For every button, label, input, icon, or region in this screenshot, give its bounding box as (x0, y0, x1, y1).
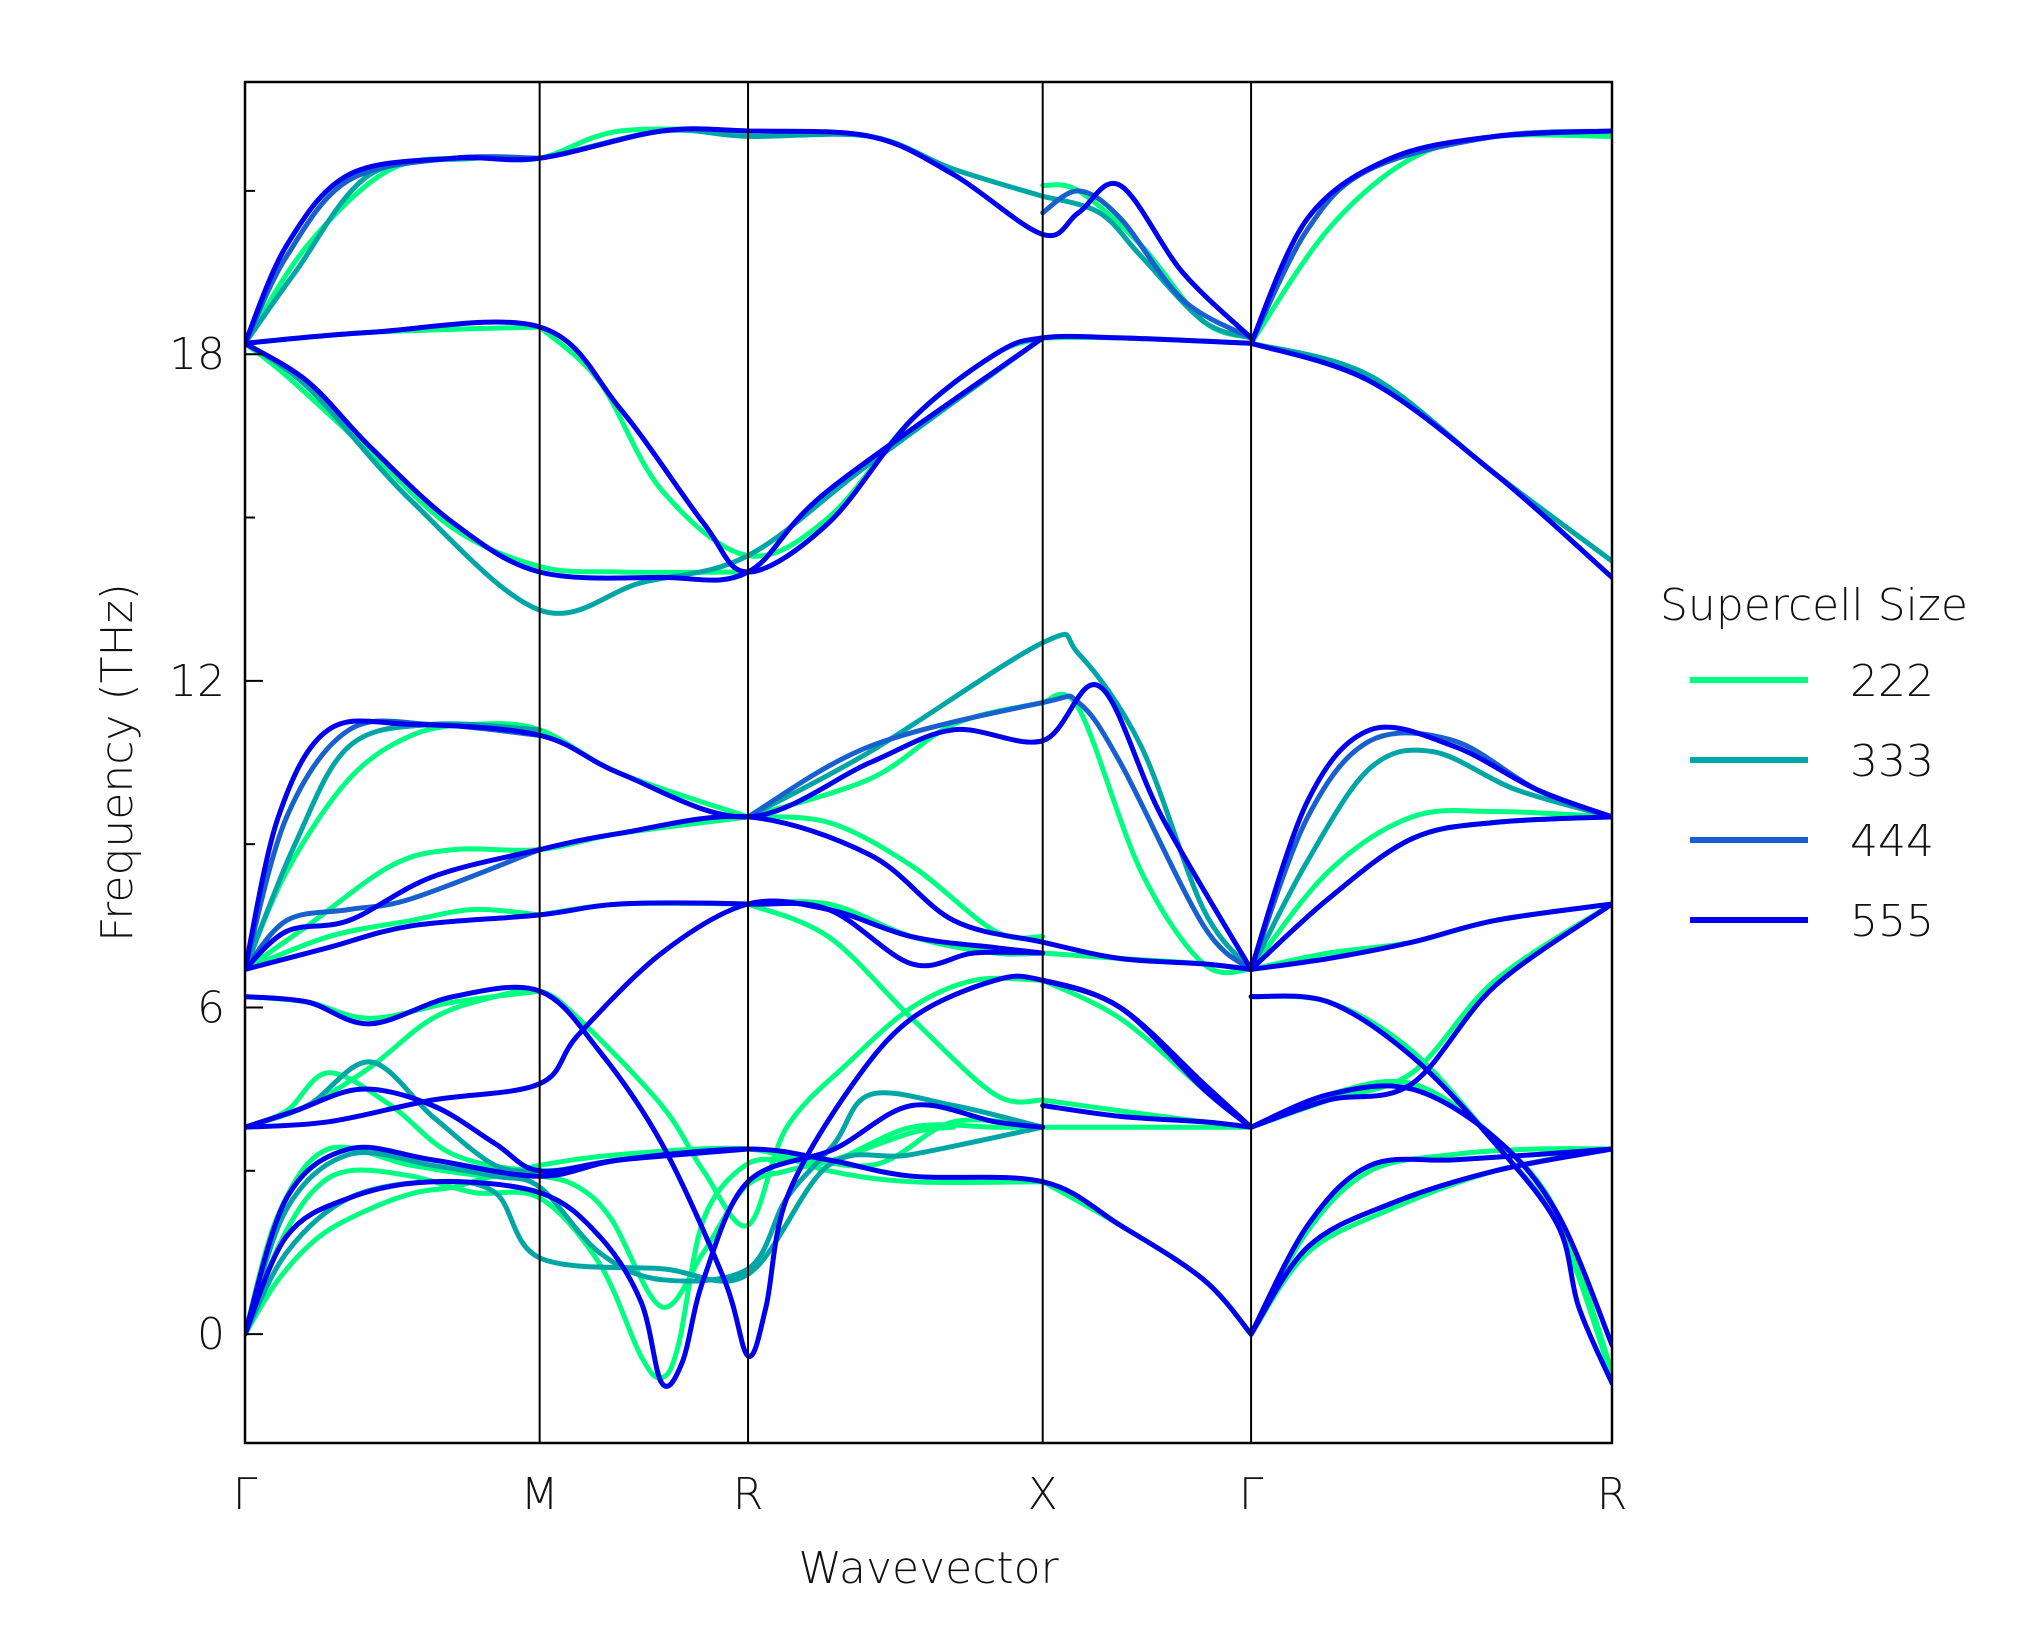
band-line-555 (1248, 1083, 1612, 1348)
band-line-444 (245, 847, 543, 972)
band-line-222 (1248, 807, 1612, 972)
y-tick-label: 18 (169, 329, 225, 380)
band-line-222 (245, 975, 1046, 1229)
x-tick-label: X (1028, 1469, 1058, 1520)
band-line-333 (245, 335, 1046, 616)
band-line-555 (1248, 1146, 1612, 1337)
series-555 (245, 126, 1612, 1389)
legend-label: 444 (1850, 816, 1934, 867)
band-line-222 (1040, 691, 1254, 976)
y-axis-title: Frequency (THz) (92, 583, 143, 942)
band-line-555 (245, 900, 1046, 972)
band-line-555 (1040, 977, 1254, 1130)
band-line-444 (745, 693, 1254, 972)
axes-layer: Γ M R X Γ R 0 6 12 18 (169, 82, 1627, 1520)
bands-layer (245, 126, 1612, 1389)
band-line-222 (245, 1122, 1046, 1381)
x-tick-label: M (521, 1469, 559, 1520)
band-line-222 (1040, 1179, 1254, 1337)
legend-title: Supercell Size (1660, 580, 1968, 631)
band-line-222 (1248, 814, 1612, 972)
band-line-222 (245, 1144, 1046, 1337)
band-line-222 (245, 906, 543, 972)
y-tick-label: 0 (197, 1309, 225, 1360)
band-line-555 (1248, 993, 1612, 1386)
band-line-222 (1248, 1146, 1612, 1337)
band-line-555 (245, 1102, 1046, 1389)
x-tick-label: R (733, 1469, 764, 1520)
x-tick-label: Γ (233, 1469, 258, 1520)
band-line-555 (1248, 1146, 1612, 1337)
band-line-444 (245, 154, 543, 346)
band-line-333 (245, 1090, 1046, 1337)
band-line-222 (245, 340, 751, 575)
band-line-222 (1248, 132, 1612, 346)
band-line-555 (245, 1086, 751, 1174)
x-axis-title: Wavevector (798, 1543, 1059, 1594)
band-line-222 (745, 700, 1046, 820)
band-line-222 (1248, 1146, 1612, 1337)
band-line-333 (745, 631, 1254, 972)
legend: Supercell Size 222 333 444 555 (1660, 580, 1968, 947)
x-tick-label: Γ (1239, 1469, 1264, 1520)
legend-label: 555 (1850, 896, 1934, 947)
band-line-333 (245, 1124, 1046, 1337)
band-line-555 (1248, 814, 1612, 972)
band-line-555 (245, 898, 1046, 1130)
band-line-222 (245, 988, 543, 1021)
band-line-555 (1248, 901, 1612, 972)
band-line-333 (245, 127, 1046, 346)
plot-frame (243, 80, 1614, 1445)
band-line-444 (1248, 128, 1612, 346)
legend-label: 333 (1850, 736, 1934, 787)
band-line-555 (1248, 128, 1612, 346)
band-line-555 (1040, 1103, 1254, 1130)
series-222 (245, 126, 1612, 1381)
y-tick-label: 6 (197, 982, 225, 1033)
band-line-555 (1248, 340, 1612, 580)
band-line-333 (1248, 747, 1612, 972)
band-line-555 (1248, 901, 1612, 1130)
band-line-555 (1248, 724, 1612, 972)
band-line-555 (245, 335, 1046, 583)
x-tick-label: R (1597, 1469, 1628, 1520)
y-tick-label: 12 (169, 656, 225, 707)
band-line-444 (1040, 188, 1254, 341)
legend-label: 222 (1850, 656, 1934, 707)
band-line-222 (537, 324, 1046, 559)
band-line-555 (245, 126, 1254, 346)
band-line-444 (1248, 730, 1612, 972)
